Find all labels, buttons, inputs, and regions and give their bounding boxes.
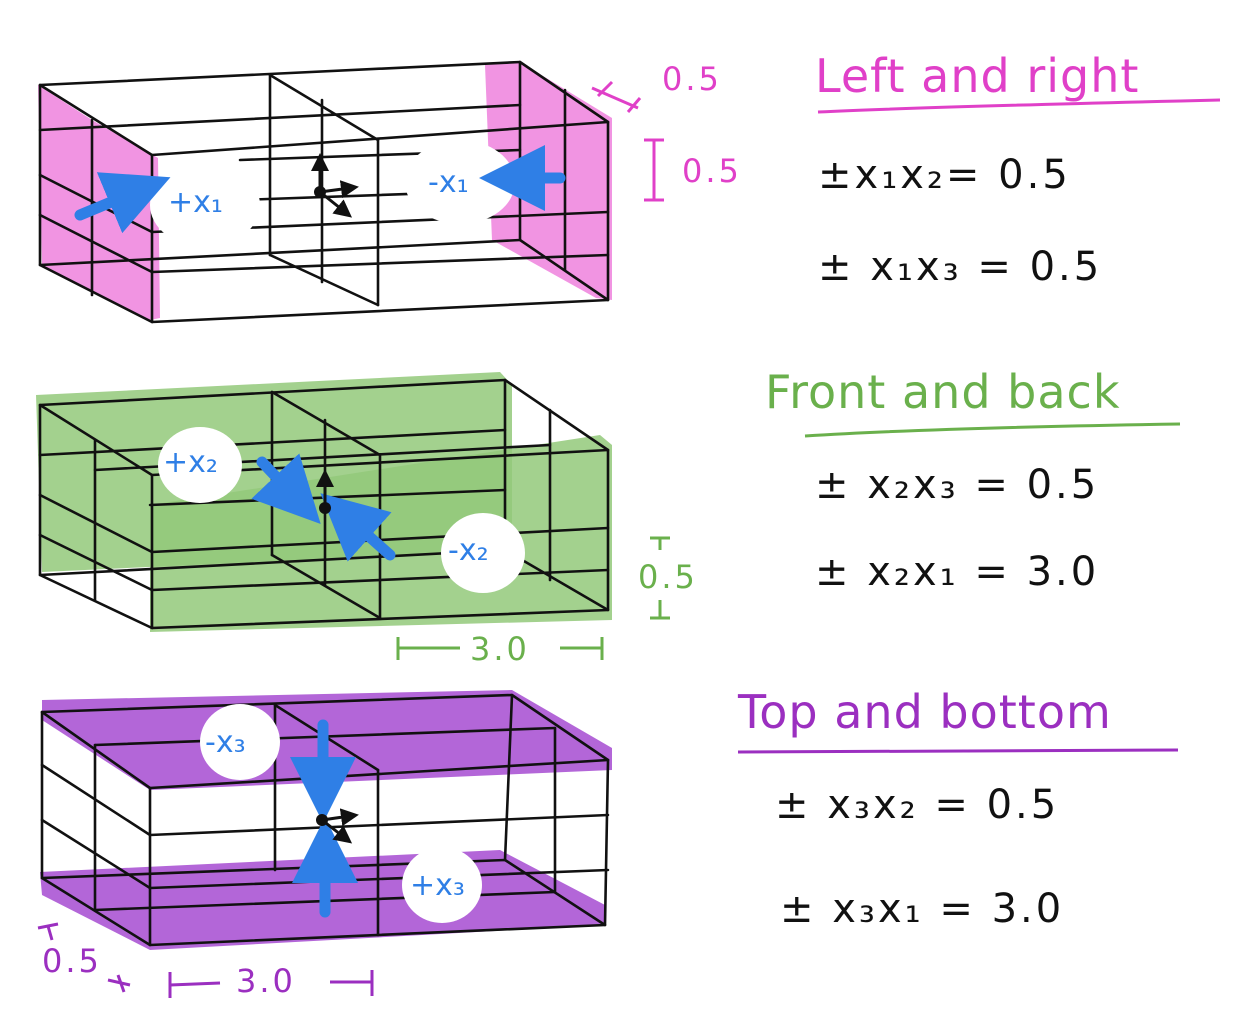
label-minus-x1: -x₁ bbox=[428, 165, 469, 200]
eq-left-right-2: ± x₁x₃ = 0.5 bbox=[818, 244, 1102, 290]
arrow-plus-x2 bbox=[251, 453, 321, 524]
eq-front-back-2: ± x₂x₁ = 3.0 bbox=[815, 549, 1099, 595]
dim-height-label-2: 0.5 bbox=[638, 558, 698, 596]
origin-axes-2 bbox=[316, 469, 334, 514]
dim-width-2 bbox=[396, 637, 604, 660]
title-top-bottom: Top and bottom bbox=[737, 685, 1112, 739]
label-plus-x3: +x₃ bbox=[410, 868, 465, 903]
title-underline-front-back bbox=[804, 422, 1181, 438]
title-underline-left-right bbox=[817, 98, 1221, 114]
title-left-right: Left and right bbox=[815, 49, 1139, 103]
dim-width-3 bbox=[168, 970, 374, 998]
arrow-minus-x2 bbox=[320, 493, 396, 562]
dim-height-1 bbox=[644, 138, 664, 202]
origin-axes-3 bbox=[316, 808, 359, 844]
title-underline-top-bottom bbox=[737, 748, 1179, 754]
dim-depth-label-1: 0.5 bbox=[662, 60, 722, 98]
title-front-back: Front and back bbox=[765, 365, 1120, 419]
label-plus-x2: +x₂ bbox=[163, 445, 218, 480]
dim-height-2 bbox=[650, 536, 670, 620]
panel-left-right: +x₁ -x₁ 0.5 0.5 Left and right ±x₁x₂= 0.… bbox=[38, 49, 1221, 324]
panel-top-bottom: -x₃ +x₃ 0.5 3.0 Top and bottom ± x₃x₂ = … bbox=[37, 685, 1179, 1000]
dim-depth-label-3: 0.5 bbox=[42, 942, 102, 980]
dim-depth-3 bbox=[37, 922, 131, 993]
arrow-plus-x1 bbox=[74, 172, 171, 234]
label-plus-x1: +x₁ bbox=[168, 185, 223, 220]
origin-axes-1 bbox=[311, 153, 359, 218]
dim-width-label-2: 3.0 bbox=[470, 630, 530, 668]
label-minus-x2: -x₂ bbox=[448, 533, 489, 568]
eq-top-bottom-2: ± x₃x₁ = 3.0 bbox=[780, 886, 1064, 932]
dim-depth-1 bbox=[591, 80, 642, 113]
label-minus-x3: -x₃ bbox=[205, 725, 246, 760]
eq-left-right-1: ±x₁x₂= 0.5 bbox=[818, 152, 1071, 198]
dim-width-label-3: 3.0 bbox=[236, 962, 296, 1000]
dim-height-label-1: 0.5 bbox=[682, 152, 742, 190]
eq-front-back-1: ± x₂x₃ = 0.5 bbox=[815, 462, 1099, 508]
eq-top-bottom-1: ± x₃x₂ = 0.5 bbox=[775, 782, 1059, 828]
panel-front-back: +x₂ -x₂ 0.5 3.0 Front and back ± x₂x₃ = … bbox=[36, 365, 1181, 668]
